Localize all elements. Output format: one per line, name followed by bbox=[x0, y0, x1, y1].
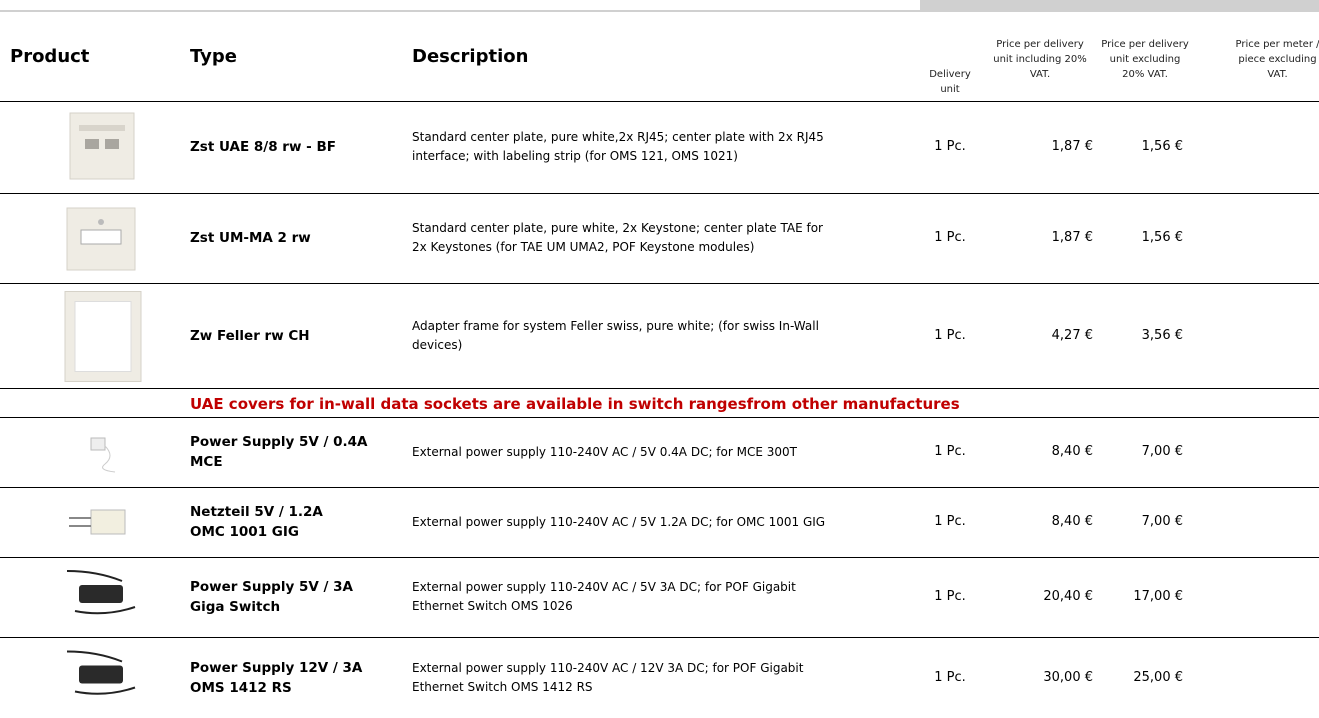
product-description: External power supply 110-240V AC / 5V 0… bbox=[412, 443, 797, 462]
price-incl: 1,87 € bbox=[1052, 139, 1093, 154]
price-incl: 8,40 € bbox=[1052, 444, 1093, 459]
product-description: External power supply 110-240V AC / 5V 3… bbox=[412, 578, 796, 616]
price-incl: 1,87 € bbox=[1052, 230, 1093, 245]
product-image bbox=[55, 420, 145, 484]
header-price-meter: Price per meter / piece excluding VAT. bbox=[1230, 37, 1319, 82]
delivery-unit: 1 Pc. bbox=[920, 444, 980, 459]
top-strip-white bbox=[0, 0, 920, 10]
product-type: Power Supply 12V / 3A OMS 1412 RS bbox=[190, 658, 362, 698]
delivery-unit: 1 Pc. bbox=[920, 514, 980, 529]
product-image bbox=[55, 104, 145, 190]
product-description: External power supply 110-240V AC / 5V 1… bbox=[412, 513, 825, 532]
product-type: Netzteil 5V / 1.2A OMC 1001 GIG bbox=[190, 502, 323, 542]
product-type: Zst UM-MA 2 rw bbox=[190, 228, 311, 248]
product-type: Zw Feller rw CH bbox=[190, 326, 310, 346]
delivery-unit: 1 Pc. bbox=[920, 139, 980, 154]
row-divider bbox=[0, 193, 1319, 194]
product-image bbox=[55, 640, 145, 715]
price-incl: 20,40 € bbox=[1043, 589, 1093, 604]
product-description: Standard center plate, pure white,2x RJ4… bbox=[412, 128, 824, 166]
header-price-excl: Price per delivery unit excluding 20% VA… bbox=[1095, 37, 1195, 82]
product-image bbox=[55, 286, 145, 385]
header-delivery-unit: Delivery unit bbox=[915, 67, 985, 97]
delivery-unit: 1 Pc. bbox=[920, 230, 980, 245]
row-divider bbox=[0, 388, 1319, 389]
product-description: Standard center plate, pure white, 2x Ke… bbox=[412, 219, 823, 257]
price-incl: 30,00 € bbox=[1043, 670, 1093, 685]
header-product: Product bbox=[10, 46, 89, 67]
note: UAE covers for in-wall data sockets are … bbox=[190, 395, 960, 413]
row-divider bbox=[0, 487, 1319, 488]
header-description: Description bbox=[412, 46, 528, 67]
price-excl: 1,56 € bbox=[1142, 230, 1183, 245]
product-type: Power Supply 5V / 3A Giga Switch bbox=[190, 577, 353, 617]
product-type: Power Supply 5V / 0.4A MCE bbox=[190, 432, 367, 472]
price-excl: 1,56 € bbox=[1142, 139, 1183, 154]
header-type: Type bbox=[190, 46, 237, 67]
price-incl: 8,40 € bbox=[1052, 514, 1093, 529]
price-excl: 25,00 € bbox=[1133, 670, 1183, 685]
delivery-unit: 1 Pc. bbox=[920, 670, 980, 685]
product-image bbox=[55, 490, 145, 554]
product-image bbox=[55, 560, 145, 634]
price-excl: 3,56 € bbox=[1142, 328, 1183, 343]
price-excl: 17,00 € bbox=[1133, 589, 1183, 604]
row-divider bbox=[0, 637, 1319, 638]
price-excl: 7,00 € bbox=[1142, 444, 1183, 459]
row-divider bbox=[0, 417, 1319, 418]
row-divider bbox=[0, 101, 1319, 102]
delivery-unit: 1 Pc. bbox=[920, 589, 980, 604]
product-description: Adapter frame for system Feller swiss, p… bbox=[412, 317, 819, 355]
product-image bbox=[55, 196, 145, 280]
page: Product Type Description Delivery unit P… bbox=[0, 0, 1319, 718]
product-type: Zst UAE 8/8 rw - BF bbox=[190, 137, 336, 157]
price-incl: 4,27 € bbox=[1052, 328, 1093, 343]
product-description: External power supply 110-240V AC / 12V … bbox=[412, 659, 803, 697]
row-divider bbox=[0, 283, 1319, 284]
header-price-incl: Price per delivery unit including 20% VA… bbox=[985, 37, 1095, 82]
row-divider bbox=[0, 557, 1319, 558]
delivery-unit: 1 Pc. bbox=[920, 328, 980, 343]
price-excl: 7,00 € bbox=[1142, 514, 1183, 529]
